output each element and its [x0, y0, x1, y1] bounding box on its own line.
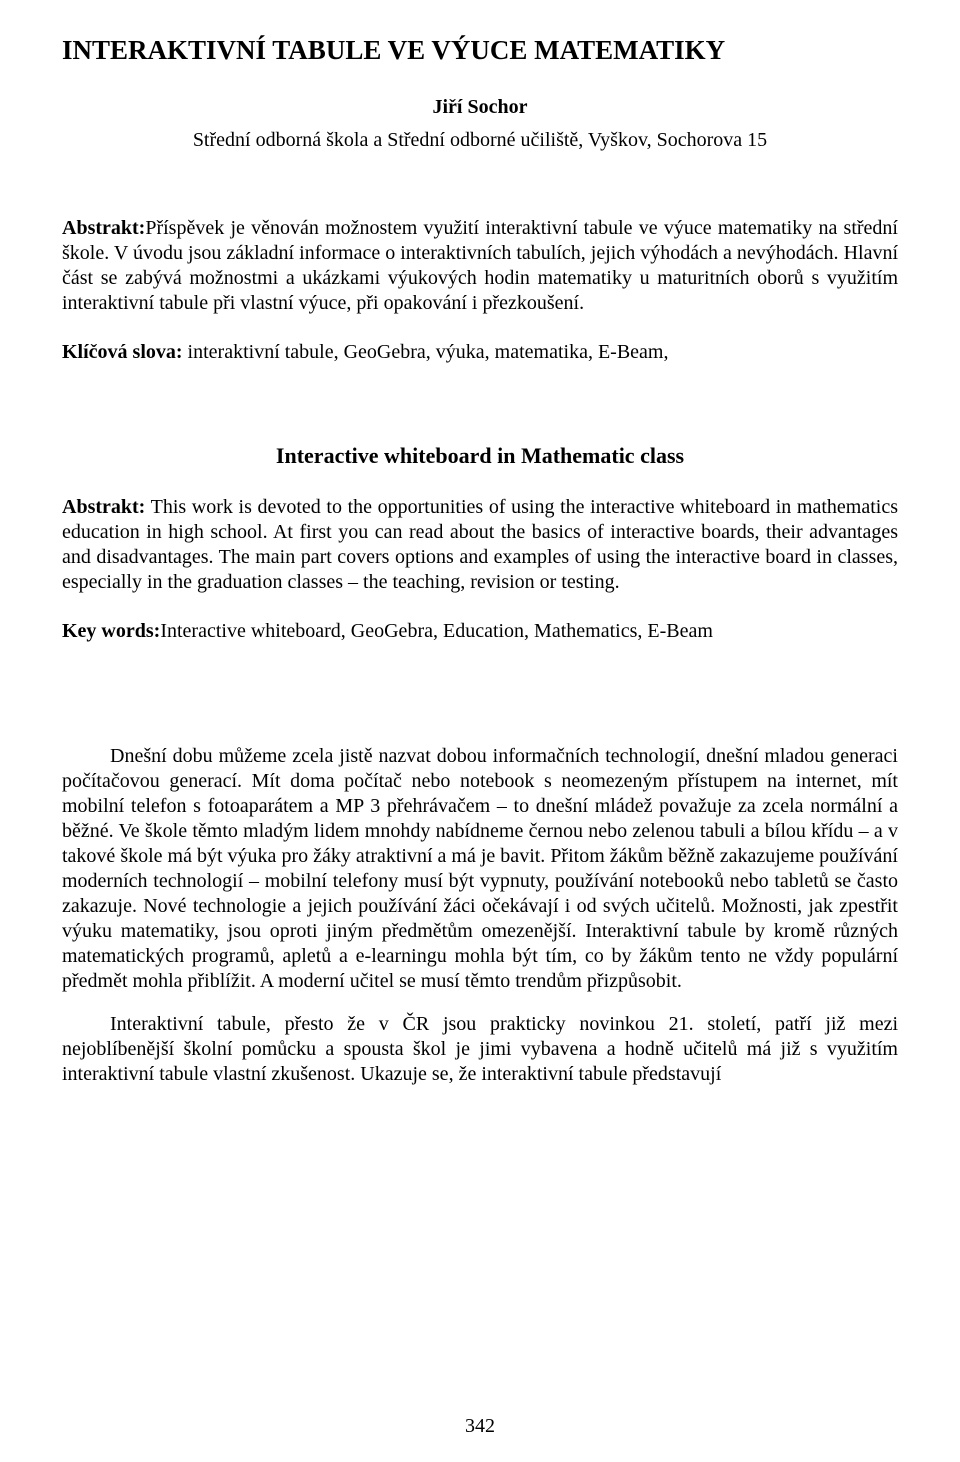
body-paragraph-1: Dnešní dobu můžeme zcela jistě nazvat do…	[62, 744, 898, 994]
abstract-en: Abstrakt: This work is devoted to the op…	[62, 495, 898, 595]
paper-title: INTERAKTIVNÍ TABULE VE VÝUCE MATEMATIKY	[62, 34, 898, 68]
keywords-en-label: Key words:	[62, 620, 160, 642]
abstract-cz: Abstrakt:Příspěvek je věnován možnostem …	[62, 216, 898, 316]
keywords-en: Key words:Interactive whiteboard, GeoGeb…	[62, 619, 898, 644]
page: INTERAKTIVNÍ TABULE VE VÝUCE MATEMATIKY …	[0, 0, 960, 1462]
subtitle-en: Interactive whiteboard in Mathematic cla…	[62, 443, 898, 469]
affiliation: Střední odborná škola a Střední odborné …	[62, 129, 898, 152]
abstract-en-label: Abstrakt:	[62, 496, 145, 518]
keywords-en-text: Interactive whiteboard, GeoGebra, Educat…	[160, 620, 713, 642]
author-name: Jiří Sochor	[62, 96, 898, 119]
keywords-cz-label: Klíčová slova:	[62, 341, 183, 363]
abstract-cz-text: Příspěvek je věnován možnostem využití i…	[62, 217, 898, 314]
keywords-cz-text: interaktivní tabule, GeoGebra, výuka, ma…	[183, 341, 669, 363]
keywords-cz: Klíčová slova: interaktivní tabule, GeoG…	[62, 340, 898, 365]
page-number: 342	[0, 1415, 960, 1438]
abstract-en-text: This work is devoted to the opportunitie…	[62, 496, 898, 593]
body-paragraph-2: Interaktivní tabule, přesto že v ČR jsou…	[62, 1012, 898, 1087]
abstract-cz-label: Abstrakt:	[62, 217, 145, 239]
